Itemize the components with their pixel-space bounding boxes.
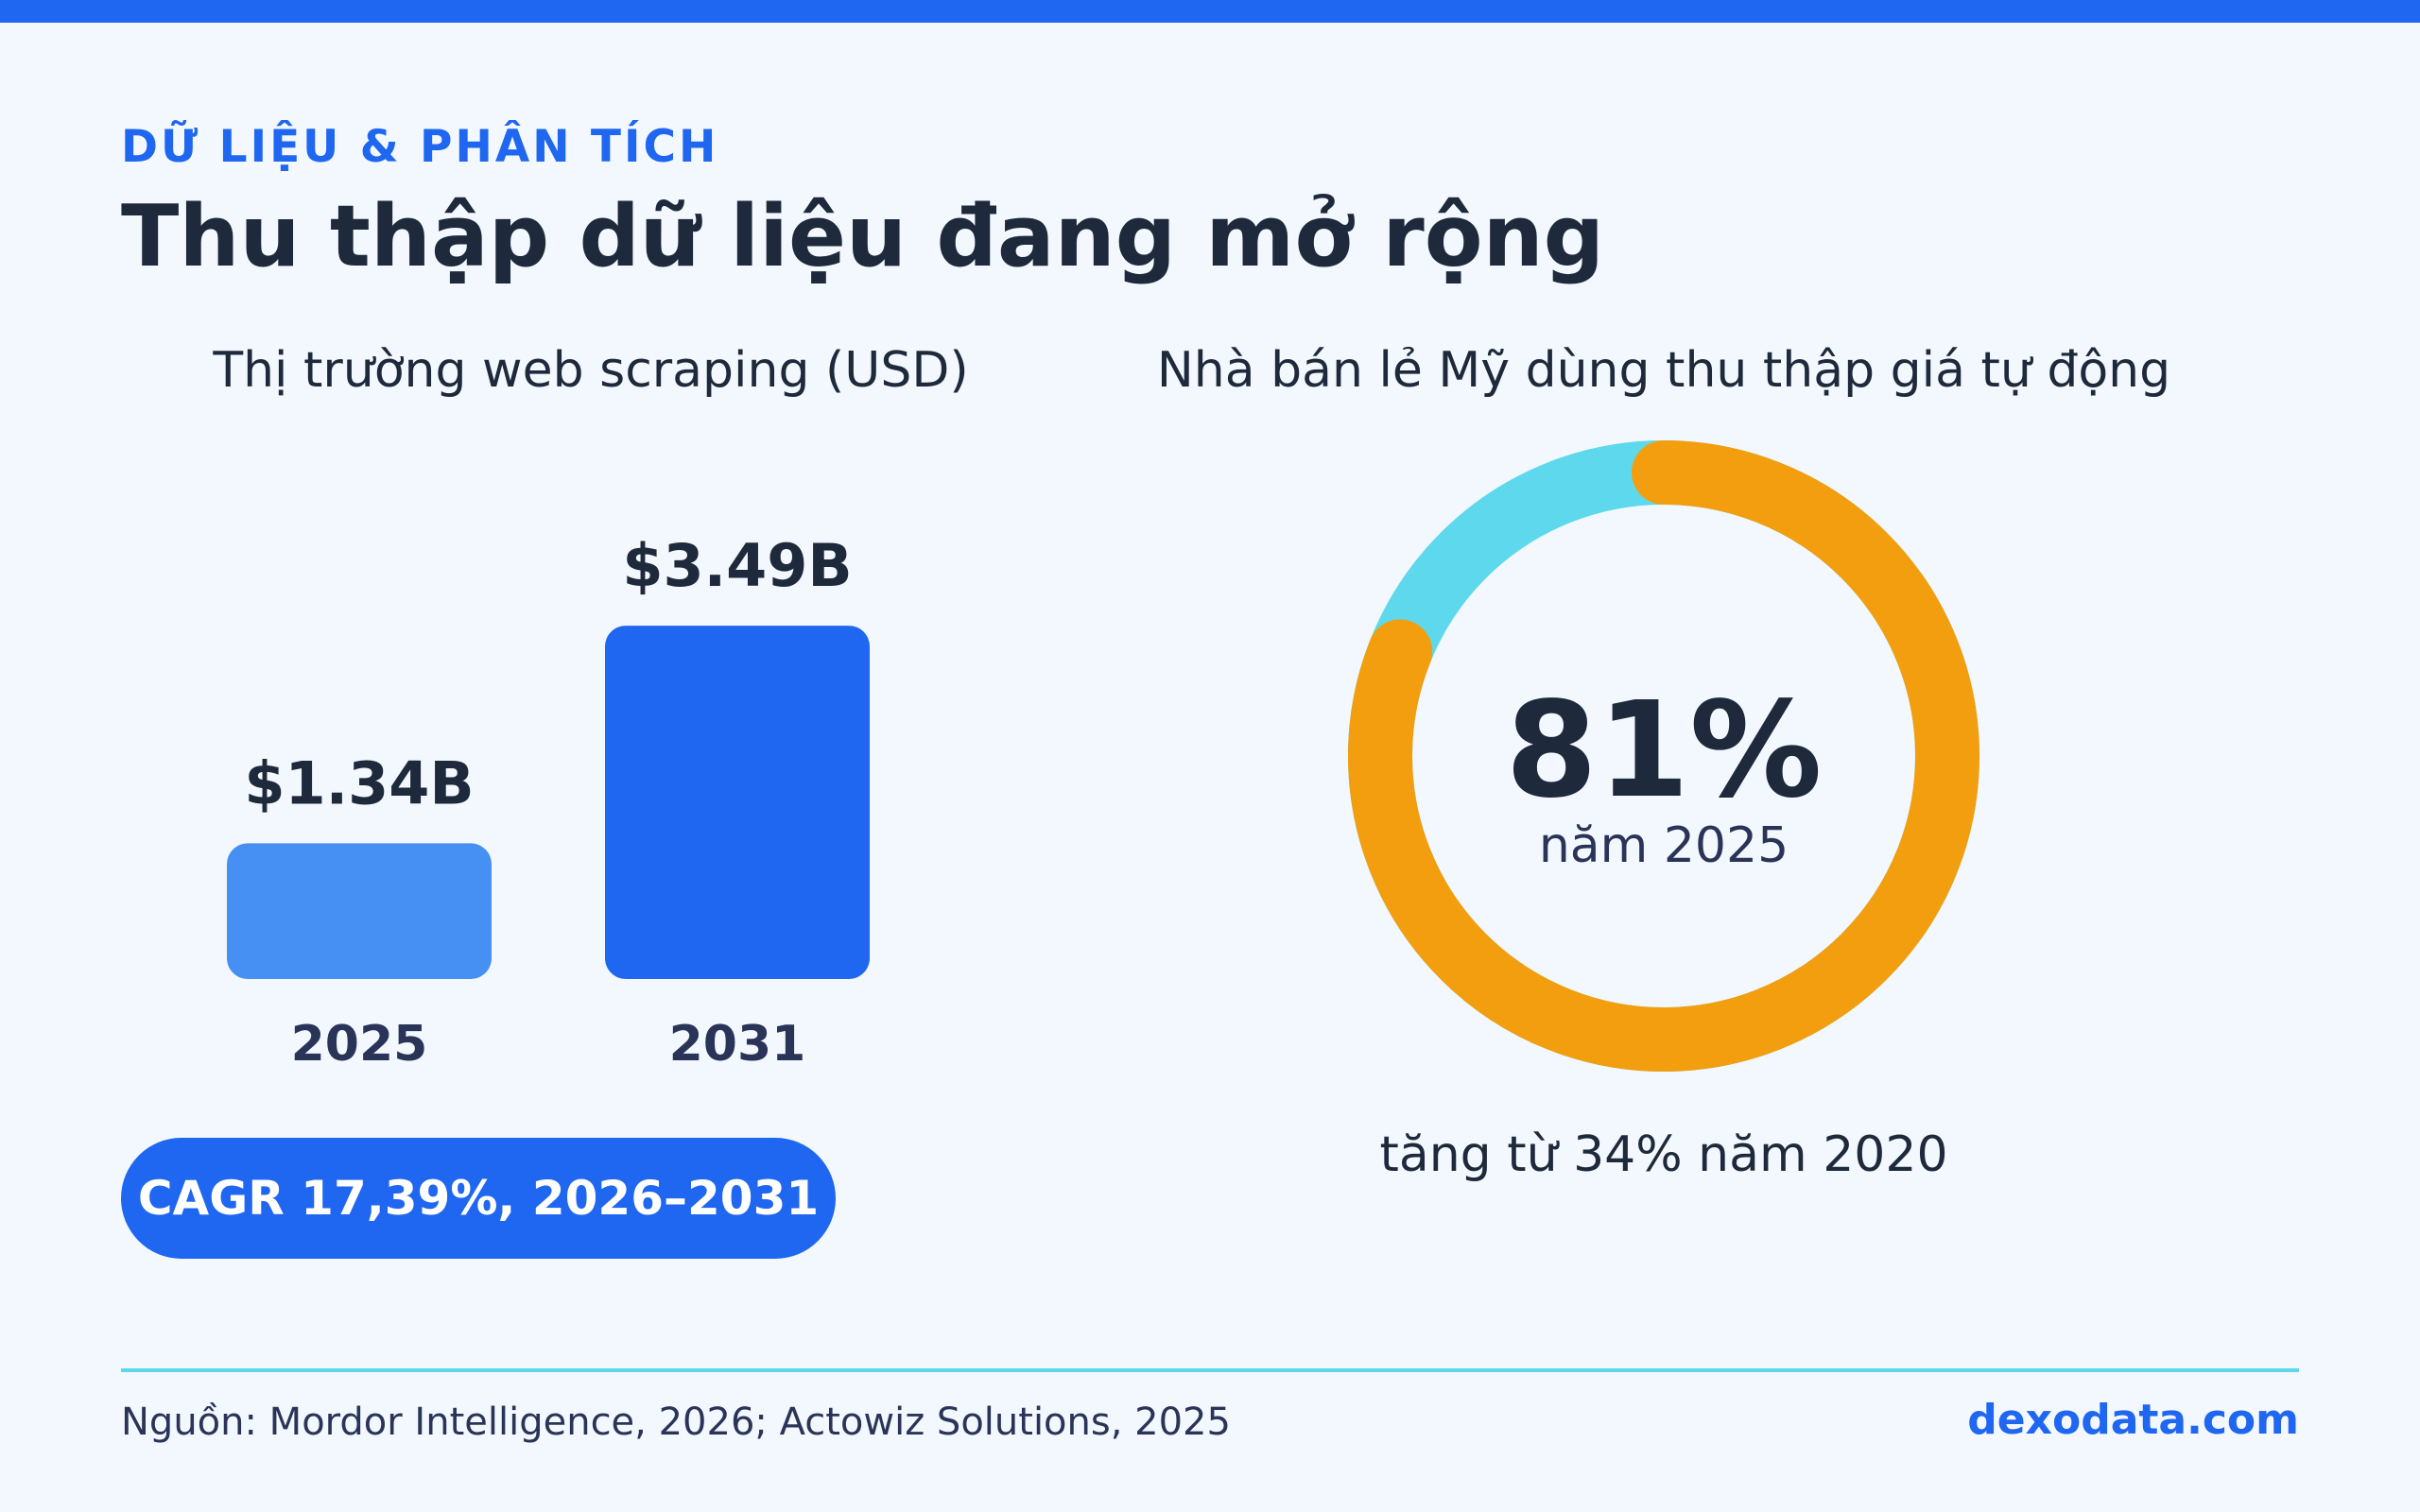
donut-chart: 81%năm 2025 [1348, 440, 1979, 1072]
donut-chart-title: Nhà bán lẻ Mỹ dùng thu thập giá tự động [1156, 342, 2171, 399]
donut-note: tăng từ 34% năm 2020 [1379, 1126, 1948, 1183]
cagr-label: CAGR 17,39%, 2026–2031 [137, 1171, 820, 1226]
source-citation: Nguồn: Mordor Intelligence, 2026; Actowi… [121, 1400, 1231, 1444]
bar-2025 [227, 843, 492, 979]
bar-chart: $1.34B 2025 $3.49B 2031 [227, 531, 870, 1073]
bar-value-label-2031: $3.49B [622, 531, 852, 600]
bar-category-label-2031: 2031 [669, 1016, 806, 1073]
bar-2031 [605, 626, 870, 979]
eyebrow-label: DỮ LIỆU & PHÂN TÍCH [121, 121, 719, 173]
bar-category-label-2025: 2025 [291, 1016, 428, 1073]
cagr-badge: CAGR 17,39%, 2026–2031 [121, 1138, 836, 1259]
site-link[interactable]: dexodata.com [1967, 1396, 2299, 1444]
donut-center-value: 81% [1505, 674, 1822, 828]
bar-value-label-2025: $1.34B [244, 748, 474, 817]
footer-divider [121, 1368, 2299, 1372]
bar-chart-title: Thị trường web scraping (USD) [213, 342, 969, 399]
donut-center-label: năm 2025 [1539, 817, 1789, 874]
page-title: Thu thập dữ liệu đang mở rộng [121, 187, 1605, 286]
donut-main-slice [1348, 440, 1979, 1072]
top-accent-bar [0, 0, 2420, 23]
